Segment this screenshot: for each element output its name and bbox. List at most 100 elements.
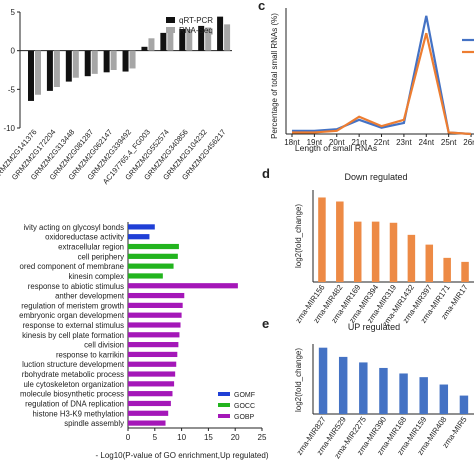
bar-rna-seq [186, 29, 193, 51]
bar-qrt-pcr [103, 50, 110, 73]
category-label: kinesis by cell plate formation [22, 331, 124, 340]
x-tick-label: 20nt [329, 138, 345, 147]
bar [318, 197, 326, 282]
y-tick-label: 5 [11, 8, 16, 17]
x-tick-label: 24nt [418, 138, 434, 147]
bar-rna-seq [224, 24, 231, 51]
bar-qrt-pcr [179, 29, 186, 51]
category-label: kinesin complex [69, 272, 125, 281]
chart-down-regulated: zma-MIR156zma-MIR482zma-MIR169zma-MIR394… [294, 190, 474, 328]
bar-gobp [128, 292, 185, 299]
category-label: anther development [55, 292, 125, 301]
legend-label: qRT-PCR [179, 16, 213, 25]
bar [336, 201, 344, 282]
bar-gocc [128, 253, 178, 259]
chart-d-title: Down regulated [344, 172, 407, 182]
category-label: extracellular region [58, 243, 124, 252]
x-tick-label: 21nt [351, 138, 367, 147]
legend-swatch [218, 414, 230, 418]
category-label: ored component of membrane [20, 262, 124, 271]
chart-length-distribution: 18nt 19nt 20nt 21nt 22nt 23nt 24nt 25nt 26nt [284, 8, 474, 147]
category-label: cell periphery [78, 252, 124, 261]
bar [371, 221, 380, 282]
bar [379, 367, 388, 414]
chart-qpcr: 50-5-10GRMZM2G141376GRMZM2G172204GRMZM2G… [0, 8, 232, 186]
bar [389, 222, 398, 282]
bar-gobp [128, 322, 181, 328]
category-label: response to abiotic stimulus [28, 282, 124, 291]
bar-gobp [128, 410, 169, 416]
panel-label-e: e [262, 316, 269, 331]
category-label: spindle assembly [64, 419, 124, 428]
category-label: regulation of meristem growth [21, 301, 124, 310]
bar-rna-seq [53, 50, 60, 88]
bar-gobp [128, 351, 178, 358]
bar-gocc [128, 263, 174, 269]
bar-rna-seq [91, 50, 98, 74]
chart-up-regulated: zma-MIR827zma-MIR529zma-MIR2275zma-MIR39… [295, 344, 474, 460]
y-tick-label: -10 [3, 124, 15, 133]
bar-gobp [128, 381, 175, 387]
category-label: ivity acting on glycosyl bonds [23, 223, 124, 232]
bar-qrt-pcr [198, 25, 205, 51]
category-label: embryonic organ development [19, 311, 125, 320]
category-label: cell division [84, 341, 124, 350]
bar [459, 395, 469, 414]
chart-e-title: UP regulated [348, 322, 400, 332]
bar-qrt-pcr [84, 50, 91, 77]
x-tick-label: 10 [177, 433, 186, 442]
bar-qrt-pcr [46, 50, 53, 91]
category-label: oxidoreductase activity [45, 233, 124, 242]
bar-rna-seq [35, 50, 41, 95]
bar [353, 221, 362, 282]
bar-gobp [128, 371, 176, 377]
x-tick-label: 15 [204, 433, 213, 442]
x-tick-label: 22nt [374, 138, 390, 147]
x-tick-label: 25nt [441, 138, 457, 147]
chart-d-ylabel: log2(fold_change) [294, 204, 303, 268]
bar-rna-seq [167, 30, 174, 51]
bar-rna-seq [72, 50, 79, 78]
x-tick-label: 26nt [463, 138, 474, 147]
category-label: molecule biosynthetic process [20, 390, 124, 399]
legend-label: RNA-Seq [179, 26, 213, 35]
bar [399, 373, 408, 414]
bar-rna-seq [205, 27, 212, 51]
bar-gobp [128, 420, 166, 426]
legend-label: GOMF [234, 392, 255, 399]
panel-label-c: c [258, 0, 265, 13]
category-label: rbohydrate metabolic process [22, 370, 124, 379]
y-tick-label: -5 [8, 85, 16, 94]
bar-gobp [128, 302, 183, 308]
bar [407, 234, 416, 282]
x-tick-label: 18nt [284, 138, 300, 147]
bar-qrt-pcr [65, 50, 72, 82]
bar [461, 261, 469, 282]
chart-go-xlabel: - Log10(P-value of GO enrichment,Up regu… [96, 451, 269, 460]
x-tick-label: 23nt [396, 138, 412, 147]
bar-gobp [128, 283, 238, 289]
bar-qrt-pcr [141, 46, 148, 51]
chart-c-ylabel: Percentage of total small RNAs (%) [270, 13, 279, 139]
bar [359, 362, 368, 414]
series-line-2 [292, 32, 472, 136]
bar-gomf [128, 224, 155, 230]
bar-gobp [128, 342, 179, 348]
bar-qrt-pcr [28, 50, 34, 101]
category-label: regulation of DNA replication [25, 399, 124, 408]
x-tick-label: 0 [126, 433, 131, 442]
bar-gocc [128, 273, 163, 279]
category-label: response to karrikin [56, 350, 124, 359]
category-label: ule cytoskeleton organization [23, 380, 124, 389]
legend-label: GOBP [234, 414, 255, 421]
bar-rna-seq [148, 38, 155, 51]
series-line-1 [292, 15, 472, 136]
bar-gocc [128, 243, 179, 250]
x-tick-label: 5 [153, 433, 158, 442]
bar [425, 244, 434, 282]
bar-gobp [128, 400, 171, 407]
legend-swatch [166, 17, 175, 23]
legend-swatch [218, 392, 230, 396]
category-label: histone H3-K9 methylation [33, 409, 124, 418]
panel-label-d: d [262, 166, 270, 181]
